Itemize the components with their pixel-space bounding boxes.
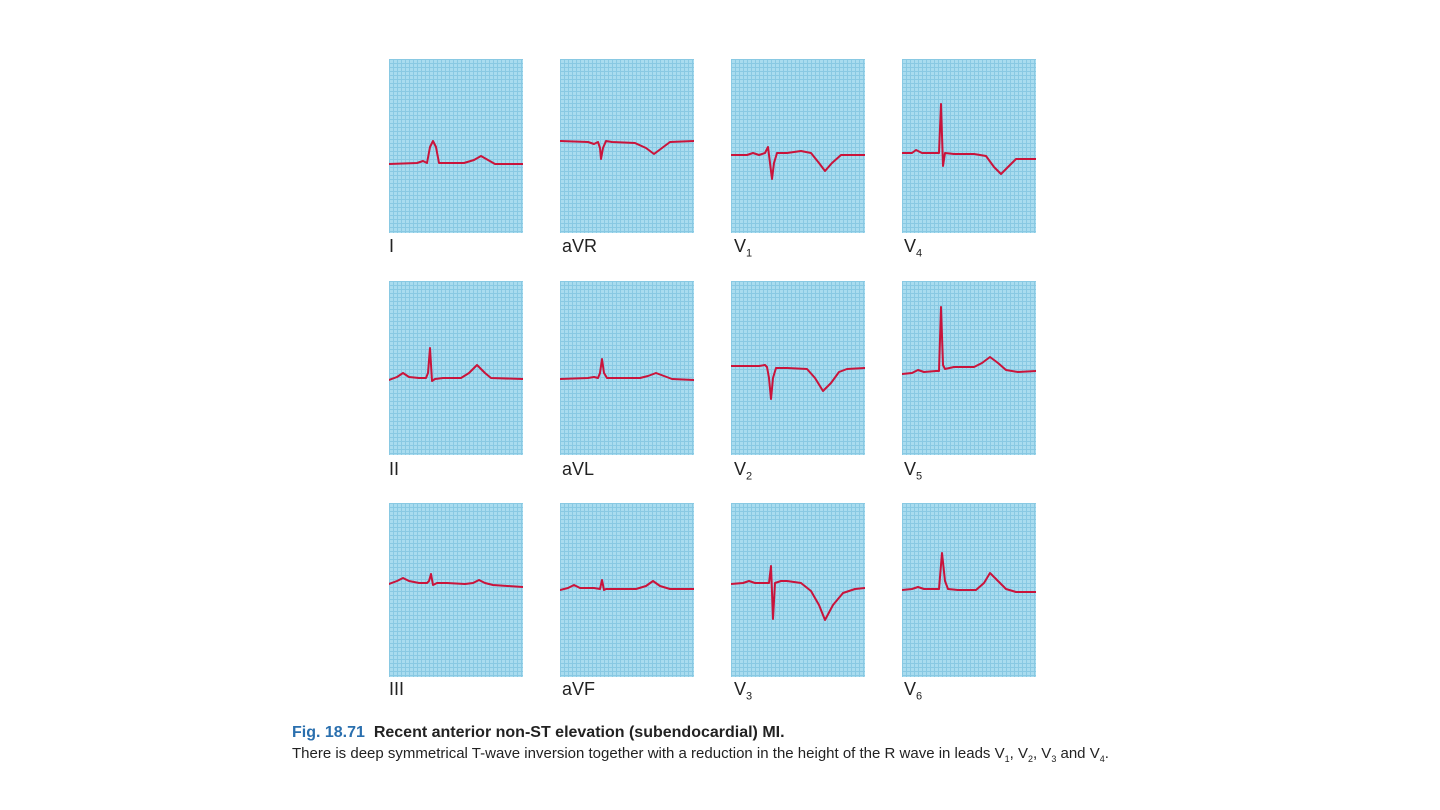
lead-label-subscript: 4 bbox=[916, 247, 923, 260]
ecg-trace-V4 bbox=[902, 103, 1036, 175]
lead-label-I: I bbox=[389, 236, 394, 260]
lead-label-subscript: 3 bbox=[746, 690, 753, 703]
lead-label-text: V bbox=[904, 459, 917, 479]
ecg-panel-V3 bbox=[731, 503, 865, 677]
ecg-panel-V5 bbox=[902, 281, 1036, 455]
caption-body: There is deep symmetrical T-wave inversi… bbox=[292, 745, 1109, 764]
ecg-trace-V5 bbox=[902, 306, 1036, 375]
lead-label-V5: V5 bbox=[904, 459, 922, 483]
ecg-trace-V3 bbox=[731, 565, 865, 621]
ecg-trace-II bbox=[389, 347, 523, 382]
ecg-trace-aVF bbox=[560, 579, 694, 591]
ecg-panel-aVF bbox=[560, 503, 694, 677]
caption-title-line: Fig. 18.71 Recent anterior non-ST elevat… bbox=[292, 723, 1152, 743]
lead-label-text: aVL bbox=[562, 459, 595, 479]
ecg-panel-II bbox=[389, 281, 523, 455]
ecg-panel-I bbox=[389, 59, 523, 233]
ecg-trace-III bbox=[389, 573, 523, 588]
lead-label-aVL: aVL bbox=[562, 459, 594, 483]
lead-label-V1: V1 bbox=[734, 236, 752, 260]
ecg-trace-V1 bbox=[731, 146, 865, 180]
caption-lead-sub-2: 2 bbox=[1027, 754, 1033, 764]
lead-label-V4: V4 bbox=[904, 236, 922, 260]
ecg-panel-III bbox=[389, 503, 523, 677]
figure-number: Fig. 18.71 bbox=[292, 724, 365, 741]
lead-label-text: II bbox=[389, 459, 400, 479]
lead-label-V2: V2 bbox=[734, 459, 752, 483]
lead-label-text: V bbox=[734, 679, 747, 699]
lead-label-text: aVF bbox=[562, 679, 596, 699]
lead-label-subscript: 2 bbox=[746, 470, 753, 483]
ecg-panel-V1 bbox=[731, 59, 865, 233]
caption-lead-sub-4: 4 bbox=[1099, 754, 1105, 764]
lead-label-text: V bbox=[734, 236, 747, 256]
lead-label-V6: V6 bbox=[904, 679, 922, 703]
lead-label-text: V bbox=[734, 459, 747, 479]
lead-label-text: V bbox=[904, 236, 917, 256]
lead-label-subscript: 5 bbox=[916, 470, 923, 483]
lead-label-aVF: aVF bbox=[562, 679, 595, 703]
ecg-trace-aVR bbox=[560, 140, 694, 160]
ecg-panel-aVL bbox=[560, 281, 694, 455]
lead-label-text: I bbox=[389, 236, 395, 256]
ecg-panel-V6 bbox=[902, 503, 1036, 677]
ecg-trace-V2 bbox=[731, 364, 865, 400]
ecg-panel-aVR bbox=[560, 59, 694, 233]
lead-label-subscript: 6 bbox=[916, 690, 923, 703]
lead-label-text: V bbox=[904, 679, 917, 699]
ecg-trace-aVL bbox=[560, 358, 694, 381]
lead-label-V3: V3 bbox=[734, 679, 752, 703]
caption-body-text: There is deep symmetrical T-wave inversi… bbox=[292, 745, 1005, 762]
caption-title: Recent anterior non-ST elevation (subend… bbox=[373, 724, 785, 741]
lead-label-subscript: 1 bbox=[746, 247, 753, 260]
lead-label-III: III bbox=[389, 679, 404, 703]
figure-caption: Fig. 18.71 Recent anterior non-ST elevat… bbox=[292, 723, 1152, 770]
ecg-trace-I bbox=[389, 140, 523, 165]
ecg-panel-V2 bbox=[731, 281, 865, 455]
lead-label-text: III bbox=[389, 679, 405, 699]
lead-label-text: aVR bbox=[562, 236, 598, 256]
caption-lead-sub-3: 3 bbox=[1051, 754, 1057, 764]
lead-label-II: II bbox=[389, 459, 399, 483]
ecg-panel-V4 bbox=[902, 59, 1036, 233]
caption-lead-sub-1: 1 bbox=[1004, 754, 1010, 764]
lead-label-aVR: aVR bbox=[562, 236, 597, 260]
ecg-trace-V6 bbox=[902, 552, 1036, 593]
